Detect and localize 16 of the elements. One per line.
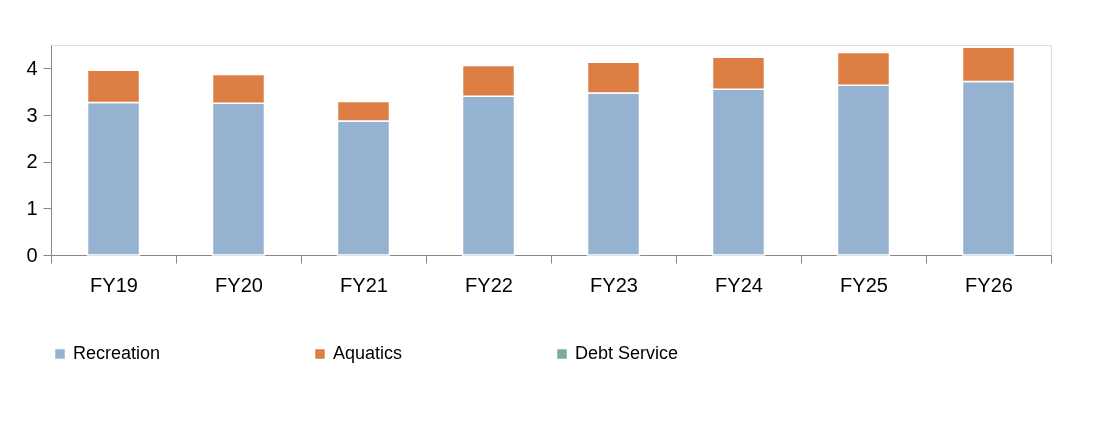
x-tick-label: FY26 xyxy=(965,273,1013,296)
legend-label: Aquatics xyxy=(333,343,403,363)
y-tick-label: 2 xyxy=(26,150,38,173)
x-tick-label: FY23 xyxy=(590,273,638,296)
legend-label: Debt Service xyxy=(575,343,679,363)
x-tick-label: FY20 xyxy=(215,273,263,296)
y-tick-label: 1 xyxy=(26,196,38,219)
x-tick-label: FY21 xyxy=(340,273,388,296)
y-tick-label: 3 xyxy=(26,103,38,126)
x-tick-label: FY24 xyxy=(715,273,763,296)
legend-label: Recreation xyxy=(73,343,161,363)
x-tick-label: FY25 xyxy=(840,273,888,296)
x-tick-label: FY19 xyxy=(90,273,138,296)
x-tick-label: FY22 xyxy=(465,273,513,296)
y-tick-label: 0 xyxy=(26,243,38,266)
y-tick-label: 4 xyxy=(26,56,38,79)
